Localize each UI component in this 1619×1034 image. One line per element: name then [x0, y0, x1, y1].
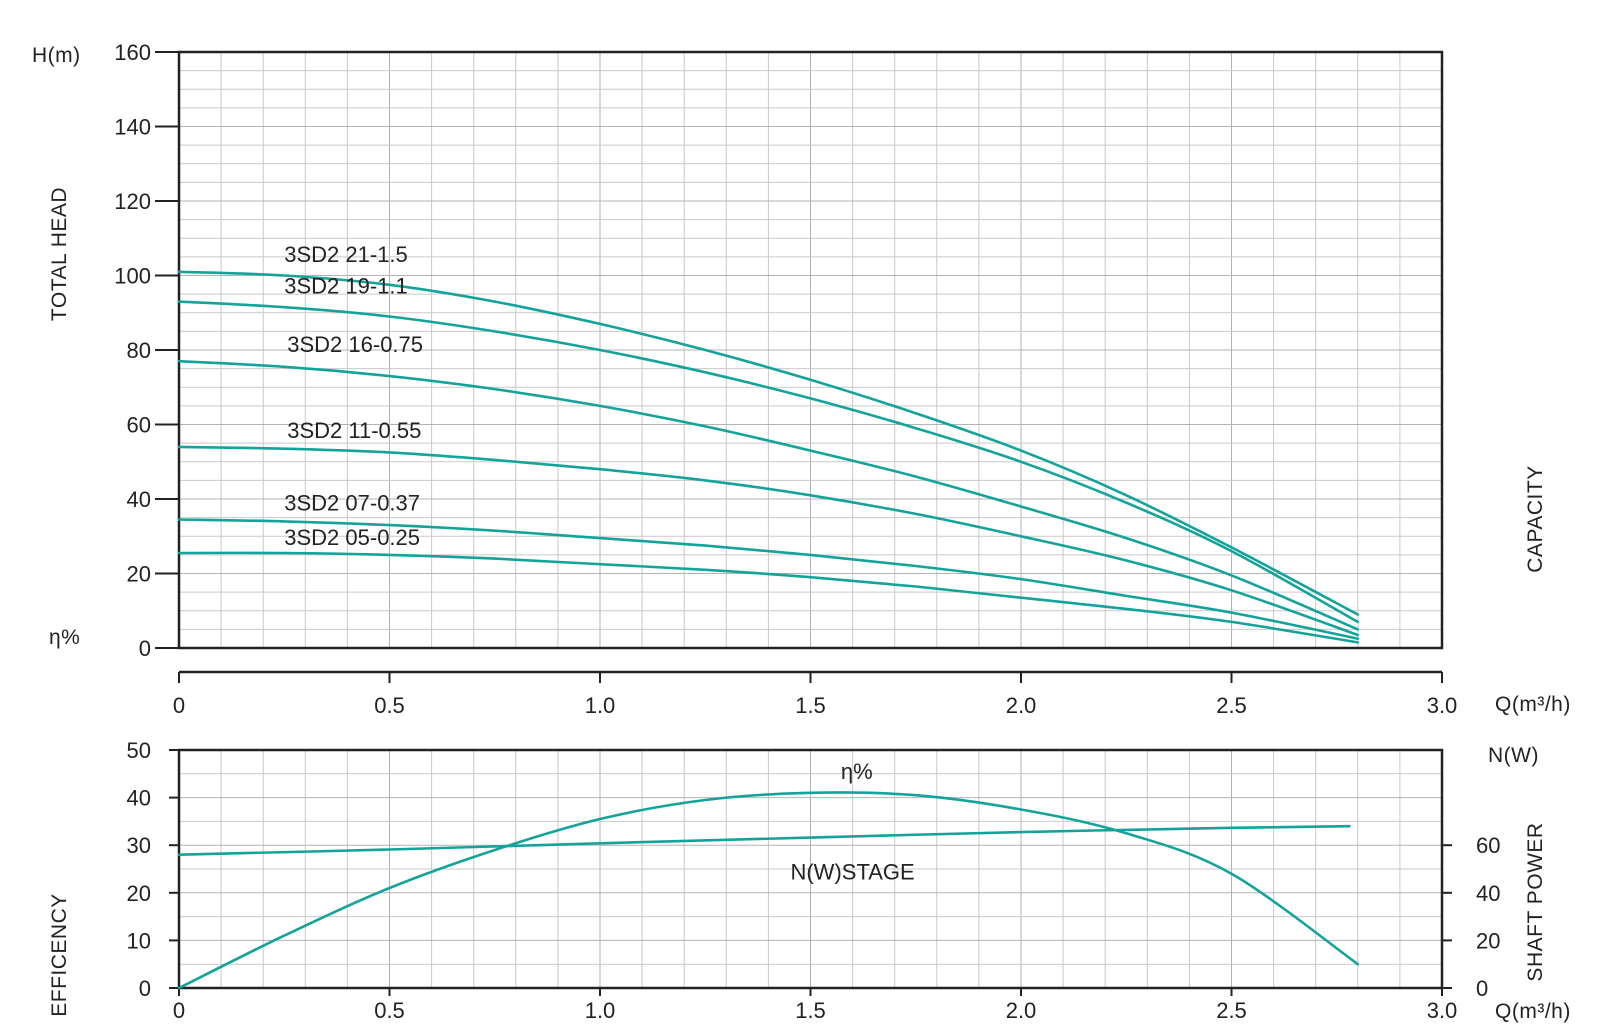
head-xlabel-text: Q(m³/h) [1495, 693, 1571, 716]
y-tick-label: 60 [127, 413, 151, 438]
head-xlabel: Q(m³/h) [1495, 693, 1571, 716]
head-curve [177, 445, 1360, 637]
head-curve [177, 518, 1360, 640]
efficiency-xlabel-text: Q(m³/h) [1495, 1000, 1571, 1023]
x-tick-label: 1.5 [795, 998, 826, 1023]
x-tick-label: 0 [173, 693, 185, 718]
eta-marker: η% [49, 626, 80, 649]
x-tick-label: 0.5 [374, 998, 405, 1023]
y-tick-label: 80 [127, 338, 151, 363]
head-curve-label: 3SD2 05-0.25 [284, 525, 420, 550]
head-curve-label: 3SD2 16-0.75 [287, 332, 423, 357]
x-tick-label: 0.5 [374, 693, 405, 718]
power-y2label: SHAFT POWER [1524, 822, 1547, 981]
x-tick-label: 2.5 [1216, 693, 1247, 718]
y-tick-label: 30 [127, 833, 151, 858]
head-curve-label: 3SD2 19-1.1 [284, 274, 408, 299]
y-tick-label: 40 [127, 786, 151, 811]
head-curve [177, 551, 1360, 644]
x-tick-label: 3.0 [1427, 998, 1458, 1023]
x-tick-label: 2.0 [1006, 693, 1037, 718]
y-tick-label: 20 [127, 562, 151, 587]
y2-tick-label: 0 [1476, 976, 1488, 1001]
head-curve [177, 270, 1360, 616]
shaft-power-curve [177, 824, 1351, 856]
head-curve-label: 3SD2 11-0.55 [287, 418, 421, 443]
efficiency-xlabel: Q(m³/h) [1495, 1000, 1571, 1023]
y-tick-label: 20 [127, 881, 151, 906]
y-tick-label: 10 [127, 928, 151, 953]
efficiency-ylabel: EFFICENCY [48, 893, 71, 1017]
head-right-label: CAPACITY [1524, 465, 1547, 572]
y-tick-label: 160 [114, 40, 151, 65]
y-tick-label: 140 [114, 115, 151, 140]
power-yunit-label: N(W) [1488, 744, 1539, 767]
head-curve-label: 3SD2 07-0.37 [284, 490, 420, 515]
x-tick-label: 1.0 [585, 998, 616, 1023]
y-tick-label: 0 [139, 636, 151, 661]
x-tick-label: 1.5 [795, 693, 826, 718]
x-tick-label: 0 [173, 998, 185, 1023]
y2-tick-label: 40 [1476, 881, 1500, 906]
efficiency-curve-label: η% [841, 759, 873, 784]
x-tick-label: 3.0 [1427, 693, 1458, 718]
efficiency-chart-grid [179, 750, 1442, 988]
head-ylabel: TOTAL HEAD [48, 187, 71, 321]
x-tick-label: 2.5 [1216, 998, 1247, 1023]
head-yunit-label: H(m) [32, 44, 81, 67]
head-curve [177, 300, 1360, 624]
y-tick-label: 100 [114, 264, 151, 289]
y-tick-label: 120 [114, 189, 151, 214]
head-chart-grid [179, 52, 1442, 648]
efficiency-curve [177, 791, 1360, 990]
y-tick-label: 0 [139, 976, 151, 1001]
head-curve [177, 359, 1360, 631]
y2-tick-label: 20 [1476, 928, 1500, 953]
y2-tick-label: 60 [1476, 833, 1500, 858]
x-tick-label: 1.0 [585, 693, 616, 718]
y-tick-label: 50 [127, 738, 151, 763]
x-tick-label: 2.0 [1006, 998, 1037, 1023]
shaft-power-curve-label: N(W)STAGE [790, 860, 914, 885]
head-curve-label: 3SD2 21-1.5 [284, 242, 408, 267]
y-tick-label: 40 [127, 487, 151, 512]
